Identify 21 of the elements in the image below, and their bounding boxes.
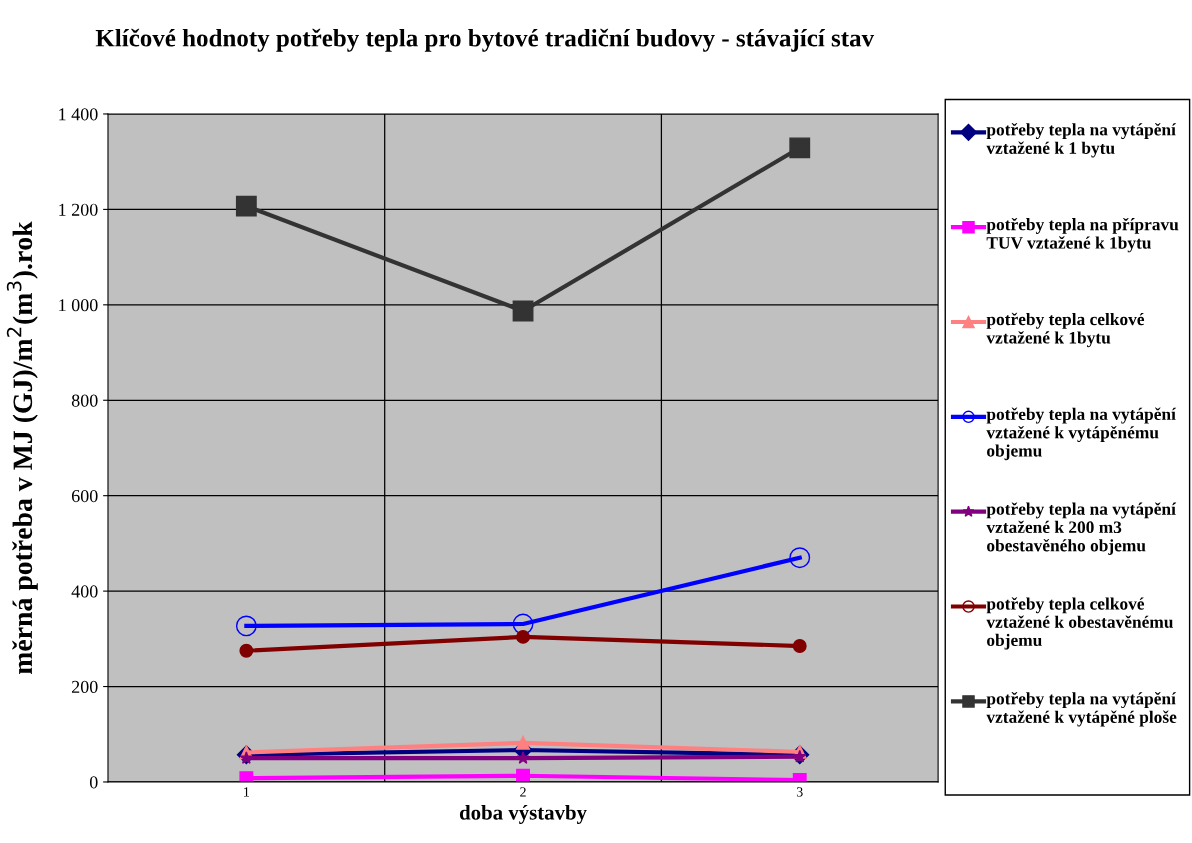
y-tick-label: 1 000 bbox=[59, 299, 98, 312]
chart-title: Klíčové hodnoty potřeby tepla pro bytové tradiční budovy - stávající stav bbox=[95, 28, 875, 52]
y-tick-label: 600 bbox=[71, 489, 98, 503]
x-tick-label: 2 bbox=[520, 787, 526, 797]
y-tick-label: 0 bbox=[89, 776, 98, 789]
y-tick-label: 400 bbox=[71, 585, 98, 598]
x-tick-label: 1 bbox=[244, 787, 249, 797]
legend-label: potřeby tepla na vytápění vztažené k vytápěné ploše bbox=[986, 692, 1177, 727]
y-tick-label: 1 200 bbox=[59, 203, 98, 216]
legend-label: potřeby tepla na vytápění vztažené k 200 m3 obestavěného objemu bbox=[986, 502, 1177, 555]
x-axis-title: doba výstavby bbox=[459, 804, 587, 824]
y-tick-label: 200 bbox=[71, 680, 98, 693]
legend-label: potřeby tepla celkové vztažené k 1bytu bbox=[986, 312, 1145, 348]
y-tick-label: 1 400 bbox=[59, 108, 98, 121]
legend-label: potřeby tepla celkové vztažené k obestavěnému objemu bbox=[986, 597, 1173, 650]
y-tick-label: 800 bbox=[71, 394, 98, 407]
x-tick-label: 3 bbox=[796, 787, 803, 797]
y-axis-title: měrná potřeba v MJ (GJ)/m$^{2}$(m$^{3}$).rok bbox=[6, 221, 38, 675]
legend-label: potřeby tepla na přípravu TUV vztažené k 1bytu bbox=[986, 217, 1179, 253]
legend-label: potřeby tepla na vytápění vztažené k 1 bytu bbox=[986, 123, 1177, 158]
legend-label: potřeby tepla na vytápění vztažené k vytápěnému objemu bbox=[986, 407, 1177, 461]
